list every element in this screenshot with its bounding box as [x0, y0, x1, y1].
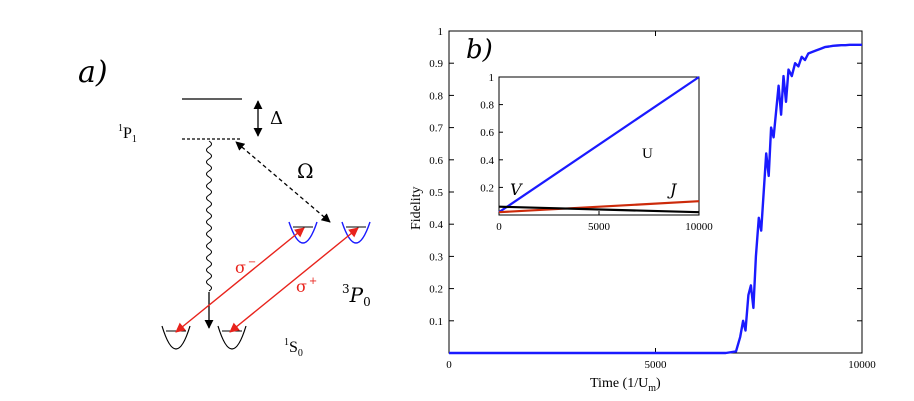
main-y-tick-label: 0.3 [429, 251, 443, 263]
y-axis-label: Fidelity [409, 186, 424, 230]
sigma-plus-arrow [229, 227, 359, 333]
inset-x-tick-label: 10000 [685, 221, 713, 233]
sigma-minus-label: σ − [235, 257, 256, 277]
main-x-tick-label: 10000 [848, 359, 876, 371]
inset-y-tick-label: 0.4 [480, 155, 494, 167]
main-y-tick-label: 0.8 [429, 90, 443, 102]
ground-trap-left [161, 325, 191, 350]
inset-series-u [498, 76, 700, 214]
inset-x-tick-label: 0 [496, 221, 502, 233]
main-y-tick-label: 1 [438, 26, 444, 38]
main-y-tick-label: 0.5 [429, 187, 443, 199]
level-1p1-label: 1P1 [118, 123, 137, 145]
panel-b-label: b) [466, 35, 493, 65]
x-axis-label: Time (1/Um) [590, 376, 661, 394]
inset-label-j: J [667, 180, 678, 199]
main-y-tick-label: 0.4 [429, 219, 443, 231]
main-y-tick-label: 0.1 [429, 316, 443, 328]
inset-y-tick-label: 0.2 [480, 182, 494, 194]
excited-trap-right [341, 221, 371, 244]
level-1s0-label: 1S0 [284, 337, 303, 359]
main-y-tick-label: 0.6 [429, 155, 443, 167]
inset-y-tick-label: 0.8 [480, 100, 494, 112]
inset-y-tick-label: 0.6 [480, 127, 494, 139]
inset-series-v [498, 205, 700, 214]
inset-label-v: V [510, 180, 523, 199]
panel-a-label: a) [78, 55, 108, 90]
inset-series-j [498, 200, 700, 214]
level-3p0-label: 3P0 [342, 282, 371, 309]
main-x-tick-label: 5000 [645, 359, 668, 371]
main-x-tick-label: 0 [446, 359, 452, 371]
excited-trap-left [288, 221, 318, 244]
fidelity-curve [449, 43, 862, 355]
panel-b: 0 5000 10000 0.1 0.2 0.3 0.4 0.5 0.6 0.7 0.8 0.9 1 b… [409, 26, 876, 394]
inset-ticks: 0 5000 10000 0.2 0.4 0.6 0.8 1 [480, 72, 713, 233]
inset-x-tick-label: 5000 [588, 221, 611, 233]
main-y-tick-label: 0.2 [429, 284, 443, 296]
decay-wavy-line [206, 140, 212, 292]
main-y-tick-label: 0.9 [429, 58, 443, 70]
rabi-symbol: Ω [297, 159, 314, 183]
inset-y-tick-label: 1 [489, 72, 495, 84]
panel-a: a) 1P1 Δ Ω σ − σ [78, 55, 371, 359]
sigma-minus-arrow [175, 227, 305, 333]
main-ticks: 0 5000 10000 0.1 0.2 0.3 0.4 0.5 0.6 0.7 0.8 0.9 1 [429, 26, 876, 371]
inset-lines [498, 76, 700, 214]
rabi-arrow [235, 141, 331, 223]
detuning-symbol: Δ [270, 108, 283, 129]
sigma-plus-label: σ + [296, 276, 317, 296]
inset-label-u: U [642, 146, 653, 162]
ground-trap-right [217, 325, 247, 350]
main-y-tick-label: 0.7 [429, 123, 443, 135]
